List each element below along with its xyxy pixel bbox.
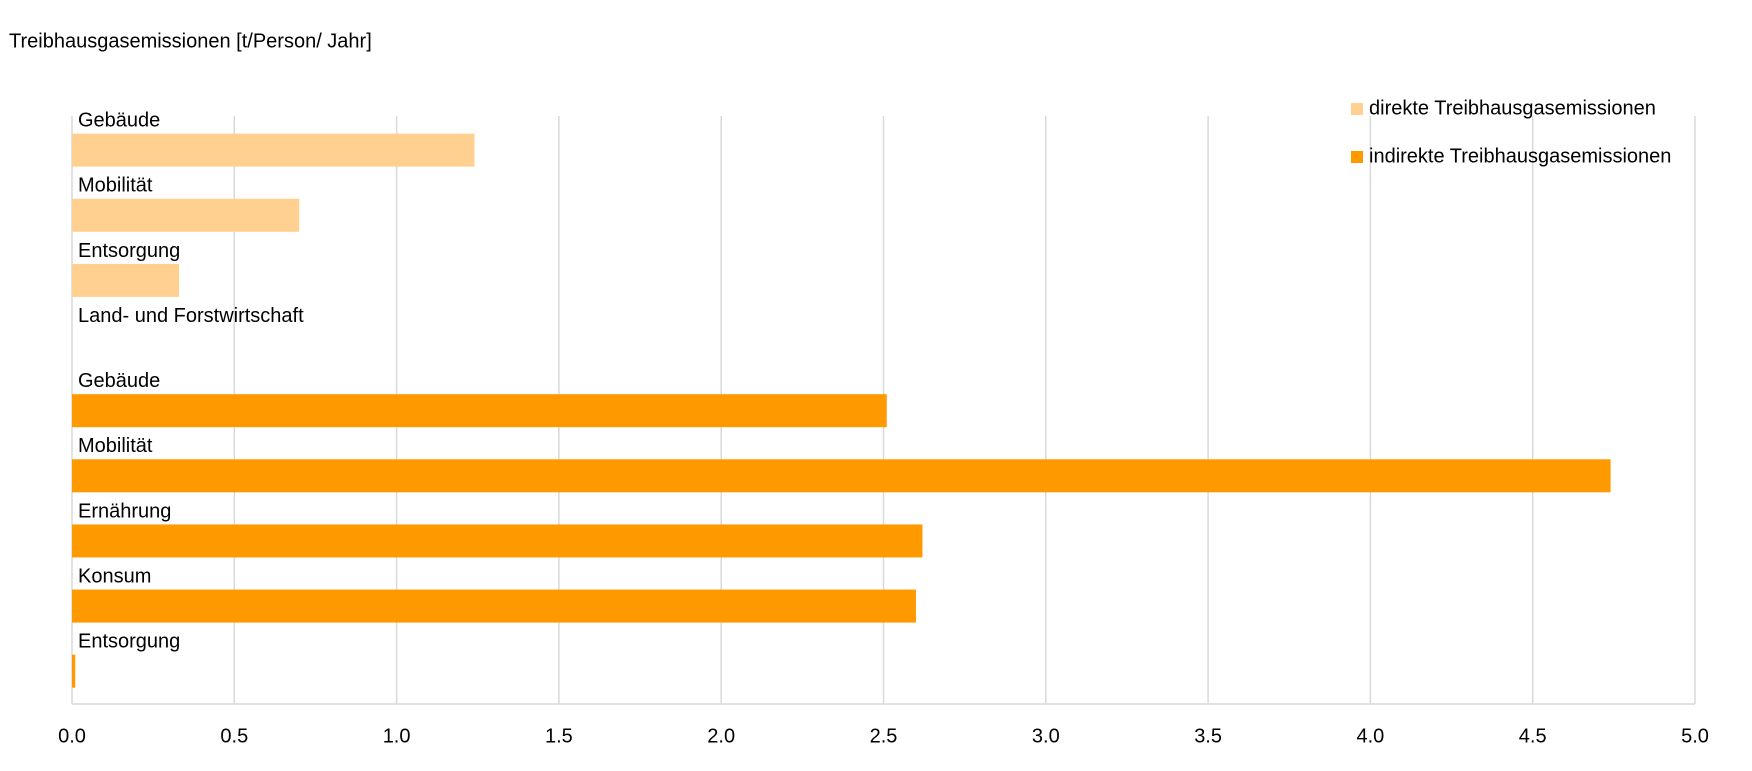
bar <box>72 654 76 688</box>
category-label: Entsorgung <box>78 240 180 262</box>
category-label: Mobilität <box>78 435 153 457</box>
legend-swatch <box>1351 103 1363 115</box>
x-tick-label: 0.5 <box>220 725 248 747</box>
legend-label: indirekte Treibhausgasemissionen <box>1369 145 1671 167</box>
x-tick-label: 2.0 <box>707 725 735 747</box>
x-tick-label: 4.5 <box>1519 725 1547 747</box>
chart-title: Treibhausgasemissionen [t/Person/ Jahr] <box>9 30 372 52</box>
legend-swatch <box>1351 151 1363 163</box>
category-label: Gebäude <box>78 370 160 392</box>
bar <box>72 459 1611 493</box>
x-tick-label: 3.0 <box>1032 725 1060 747</box>
x-tick-label: 1.0 <box>383 725 411 747</box>
legend-label: direkte Treibhausgasemissionen <box>1369 97 1656 119</box>
bar <box>72 198 300 232</box>
bar <box>72 524 923 558</box>
x-tick-label: 2.5 <box>870 725 898 747</box>
x-tick-label: 1.5 <box>545 725 573 747</box>
x-tick-label: 4.0 <box>1356 725 1384 747</box>
category-label: Mobilität <box>78 175 153 197</box>
bar <box>72 394 887 428</box>
x-tick-label: 5.0 <box>1681 725 1709 747</box>
category-label: Gebäude <box>78 110 160 132</box>
bar <box>72 589 916 623</box>
category-label: Ernährung <box>78 500 171 522</box>
x-tick-label: 0.0 <box>58 725 86 747</box>
category-label: Land- und Forstwirtschaft <box>78 305 304 327</box>
category-label: Konsum <box>78 566 151 588</box>
bar <box>72 263 180 297</box>
bar <box>72 133 475 167</box>
x-tick-label: 3.5 <box>1194 725 1222 747</box>
category-label: Entsorgung <box>78 631 180 653</box>
